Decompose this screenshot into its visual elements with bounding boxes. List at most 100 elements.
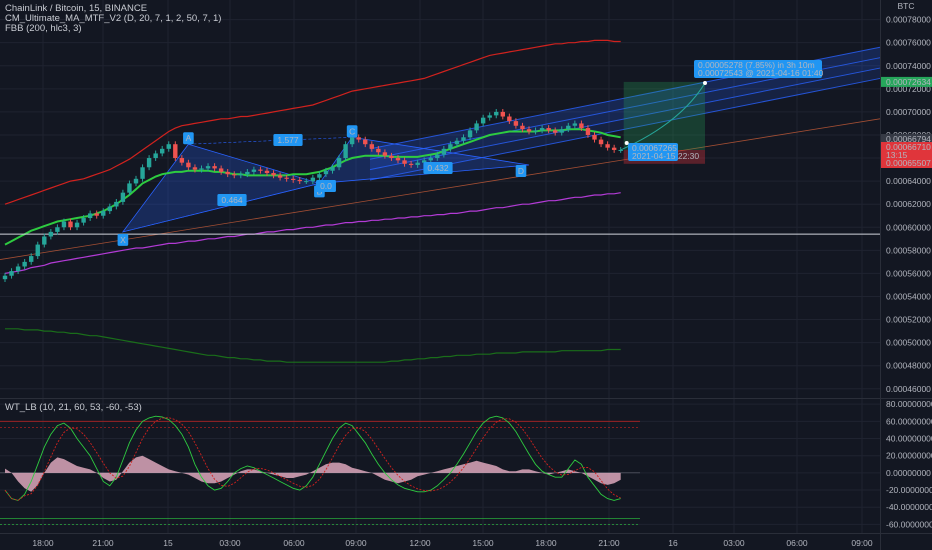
candle-body xyxy=(336,158,342,168)
price-tick-7: 0.00064000 xyxy=(886,176,931,186)
target-annotation-line1: 0.00005278 (7.85%) in 3h 10m xyxy=(698,60,815,70)
ratio-label-xb-box xyxy=(273,134,303,146)
price-label-3: 13:15 xyxy=(886,150,908,160)
candle-body xyxy=(127,183,132,193)
candle-body xyxy=(15,266,21,272)
candle-body xyxy=(225,171,230,175)
candle-body xyxy=(29,256,34,262)
candle-body xyxy=(389,155,394,159)
candle-body xyxy=(408,163,414,165)
price-tick-4: 0.00070000 xyxy=(886,107,931,117)
time-tick-9: 21:00 xyxy=(598,538,620,548)
candle-body xyxy=(114,201,119,207)
candle-body xyxy=(448,144,453,149)
candle-body xyxy=(572,123,578,126)
price-tick-14: 0.00050000 xyxy=(886,338,931,348)
time-tick-10: 16 xyxy=(668,538,678,548)
candle-body xyxy=(310,177,316,182)
price-label-box-3 xyxy=(881,150,932,160)
candle-body xyxy=(526,129,532,132)
osc-tick-7: -60.00000000 xyxy=(886,519,932,529)
candle-body xyxy=(611,147,617,150)
ratio-label-ab-box xyxy=(217,194,247,206)
candle-body xyxy=(192,167,198,170)
target-point xyxy=(703,81,707,86)
ratio-label-ab: 0.464 xyxy=(221,195,243,205)
candle-body xyxy=(48,231,54,237)
candle-body xyxy=(218,168,224,172)
candle-body xyxy=(343,144,348,159)
candle-body xyxy=(422,160,427,163)
candle-body xyxy=(363,139,368,145)
price-label-1: 0.00066794 xyxy=(886,134,931,144)
position-profit-zone xyxy=(623,81,705,150)
candle-body xyxy=(205,166,211,169)
candle-body xyxy=(61,221,67,228)
harmonic-label-d: D xyxy=(518,166,524,176)
ratio-label-cd: 0.432 xyxy=(427,163,449,173)
target-annotation-line2: 0.00072543 @ 2021-04-16 01:40 xyxy=(698,68,824,78)
osc-tick-0: 80.00000000 xyxy=(886,399,932,409)
target-annotation-box xyxy=(694,60,822,78)
candle-body xyxy=(553,130,558,133)
harmonic-label-c-box xyxy=(346,125,358,138)
candle-body xyxy=(461,137,466,141)
time-tick-0: 18:00 xyxy=(32,538,54,548)
price-tick-9: 0.00060000 xyxy=(886,222,931,232)
time-tick-8: 18:00 xyxy=(535,538,557,548)
candle-body xyxy=(107,206,112,212)
candle-body xyxy=(133,178,139,184)
ratio-label-cd-box xyxy=(423,162,453,174)
candle-body xyxy=(81,218,86,223)
candle-body xyxy=(435,154,440,159)
candle-body xyxy=(101,211,106,216)
candle-body xyxy=(369,144,374,149)
candle-body xyxy=(520,125,525,130)
candle-body xyxy=(291,178,296,180)
ratio-label-b-box xyxy=(316,180,336,192)
price-label-box-1 xyxy=(881,134,932,144)
candle-body xyxy=(330,167,335,171)
candle-body xyxy=(297,179,302,182)
candle-body xyxy=(618,149,623,151)
candle-body xyxy=(539,128,545,131)
price-tick-13: 0.00052000 xyxy=(886,315,931,325)
candle-body xyxy=(376,148,381,153)
time-tick-4: 06:00 xyxy=(283,538,305,548)
regression-line-3 xyxy=(369,77,881,181)
candle-body xyxy=(271,173,276,176)
regression-band-bottom xyxy=(370,68,880,180)
price-tick-10: 0.00058000 xyxy=(886,245,931,255)
currency-label: BTC xyxy=(898,1,915,11)
candle-body xyxy=(579,123,584,129)
price-label-4: 0.00065507 xyxy=(886,158,931,168)
price-tick-8: 0.00062000 xyxy=(886,199,931,209)
price-label-box-4 xyxy=(881,158,932,168)
entry-annotation-line1: 0.00067265 xyxy=(632,143,677,153)
time-tick-7: 15:00 xyxy=(472,538,494,548)
price-label-box-2 xyxy=(881,142,932,152)
entry-annotation-box xyxy=(628,143,678,161)
candle-body xyxy=(146,158,152,168)
ratio-label-xb: 1.577 xyxy=(277,135,299,145)
price-label-box-0 xyxy=(881,76,932,87)
time-tick-3: 03:00 xyxy=(219,538,241,548)
candle-body xyxy=(173,144,178,159)
candle-body xyxy=(238,174,243,176)
candle-body xyxy=(153,153,158,159)
trend-line-orange xyxy=(0,118,881,260)
candle-body xyxy=(454,140,460,145)
regression-line-2 xyxy=(369,67,881,171)
candle-body xyxy=(507,116,512,122)
osc-tick-1: 60.00000000 xyxy=(886,416,932,426)
regression-band-lower xyxy=(370,57,880,170)
osc-tick-2: 40.00000000 xyxy=(886,434,932,444)
candle-body xyxy=(533,130,538,132)
time-tick-1: 21:00 xyxy=(92,538,114,548)
candle-body xyxy=(605,144,610,148)
candle-body xyxy=(474,123,479,131)
time-tick-5: 09:00 xyxy=(345,538,367,548)
candle-body xyxy=(415,162,420,165)
candle-body xyxy=(166,144,171,149)
